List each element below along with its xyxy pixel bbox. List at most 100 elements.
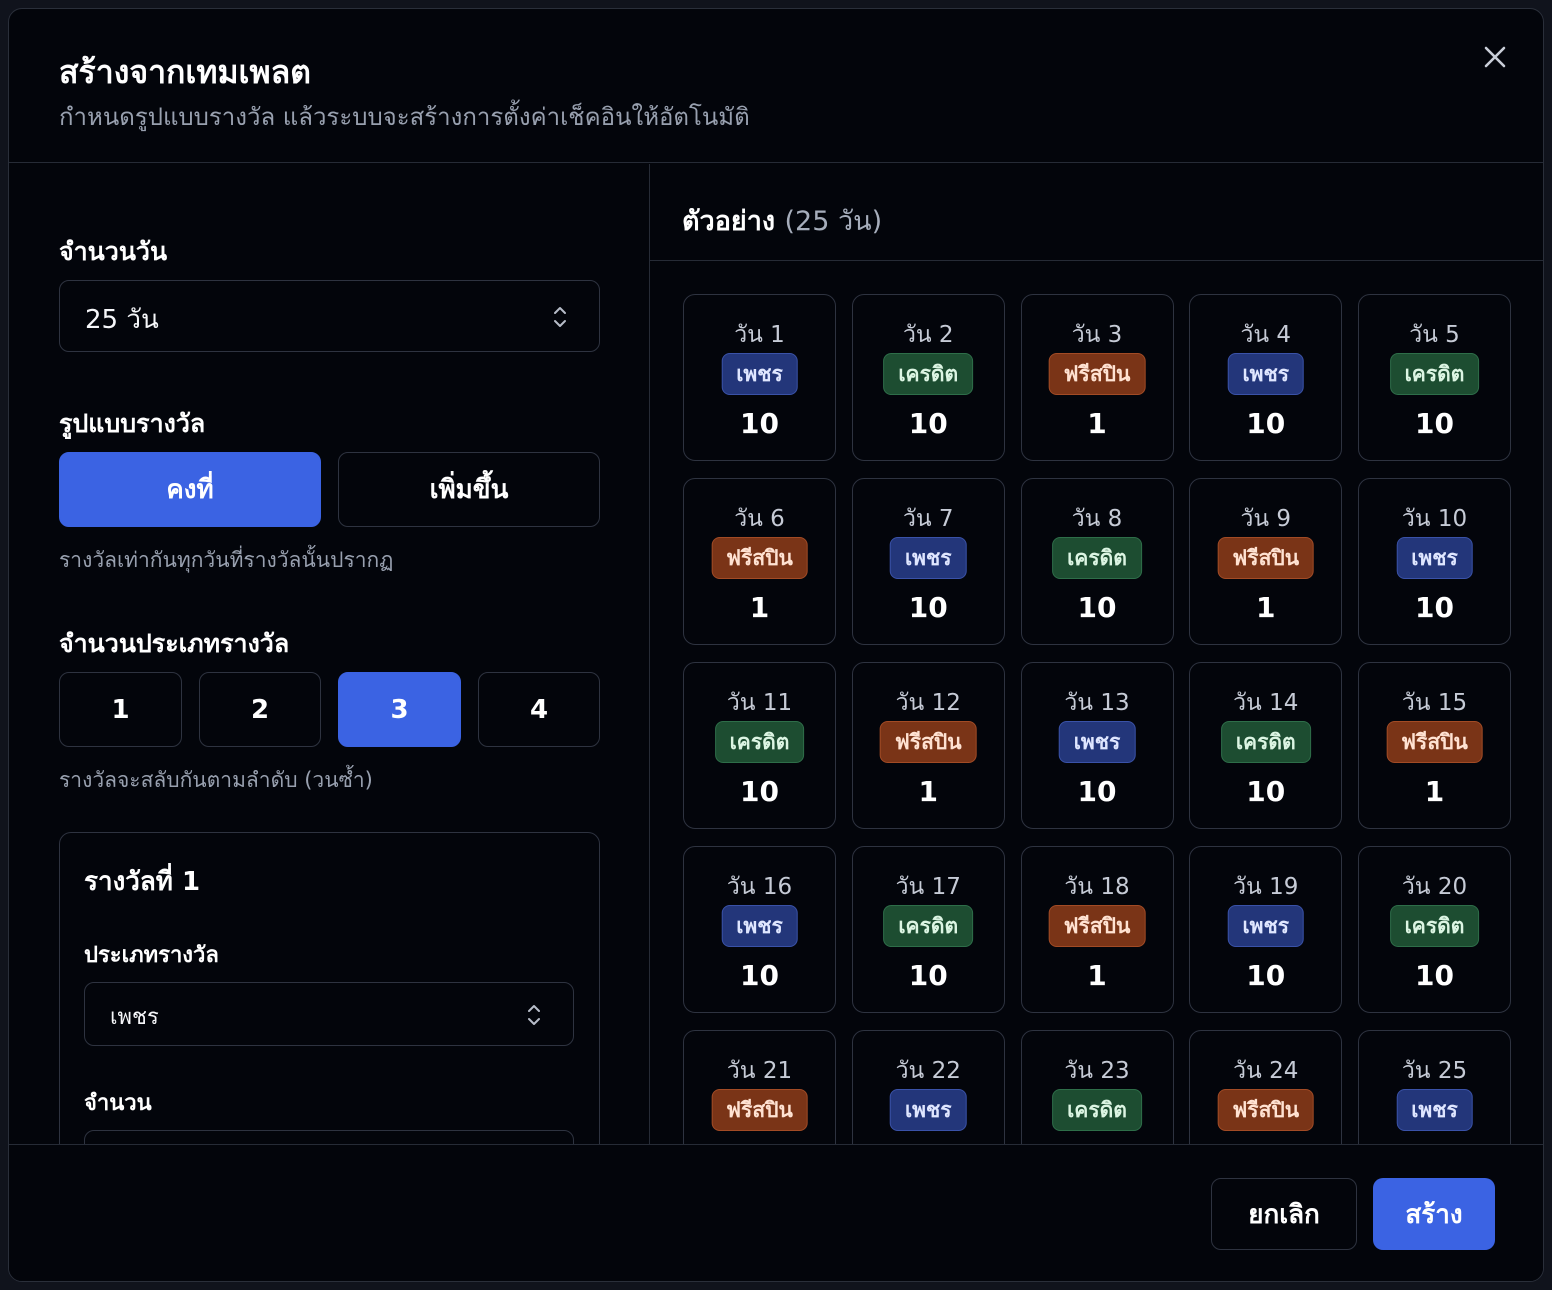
day-label: วัน 23 (1064, 1058, 1130, 1084)
types-count-help-text: รางวัลจะสลับกันตามลำดับ (วนซ้ำ) (59, 768, 373, 792)
day-card: วัน 8 เครดิต 10 (1020, 478, 1174, 645)
reward-amount: 1 (1190, 1143, 1341, 1144)
reward-amount: 10 (1415, 407, 1454, 440)
day-card: วัน 25 เพชร 10 (1358, 1030, 1511, 1144)
reward-type-badge: เครดิต (883, 905, 974, 947)
reward-type-badge: เพชร (721, 905, 798, 947)
reward-type-badge: เพชร (1396, 1089, 1473, 1131)
types-count-label: จำนวนประเภทรางวัล (59, 629, 290, 658)
preview-title: ตัวอย่าง (25 วัน) (682, 199, 882, 242)
reward-amount: 10 (1415, 959, 1454, 992)
day-label: วัน 7 (902, 506, 954, 532)
dialog-footer: ยกเลิก สร้าง (9, 1144, 1543, 1281)
day-card: วัน 21 ฟรีสปิน 1 (683, 1030, 836, 1144)
reward-amount: 1 (1087, 959, 1107, 992)
reward-type-badge: ฟรีสปิน (1386, 721, 1483, 763)
reward-amount-input[interactable] (84, 1130, 574, 1144)
day-label: วัน 10 (1401, 506, 1468, 532)
dialog-subtitle: กำหนดรูปแบบรางวัล แล้วระบบจะสร้างการตั้ง… (59, 103, 750, 131)
pattern-option-increasing[interactable]: เพิ่มขึ้น (338, 452, 600, 527)
reward-type-badge: ฟรีสปิน (1048, 353, 1146, 395)
day-card: วัน 13 เพชร 10 (1020, 662, 1174, 829)
day-card: วัน 24 ฟรีสปิน 1 (1189, 1030, 1343, 1144)
reward-amount: 10 (853, 1143, 1004, 1144)
reward-amount-label: จำนวน (84, 1091, 152, 1116)
days-select[interactable]: 25 วัน (59, 280, 600, 352)
day-label: วัน 20 (1401, 874, 1468, 900)
day-card: วัน 14 เครดิต 10 (1189, 662, 1343, 829)
day-card: วัน 23 เครดิต 10 (1020, 1030, 1174, 1144)
reward-amount: 10 (1077, 775, 1117, 808)
form-panel: จำนวนวัน 25 วัน รูปแบบรางวัล คงที่ เพิ่ม… (9, 164, 649, 1144)
reward-type-badge: ฟรีสปิน (879, 721, 977, 763)
day-card: วัน 7 เพชร 10 (851, 478, 1005, 645)
reward-type-badge: เพชร (721, 353, 798, 395)
reward-type-select-value: เพชร (110, 1005, 159, 1030)
reward-amount: 10 (1246, 407, 1286, 440)
day-card: วัน 17 เครดิต 10 (851, 846, 1005, 1013)
reward-amount: 10 (1022, 1143, 1173, 1144)
day-card: วัน 4 เพชร 10 (1189, 294, 1343, 461)
reward-amount: 10 (1415, 591, 1454, 624)
reward-amount: 1 (1424, 775, 1445, 808)
reward-type-badge: ฟรีสปิน (1048, 905, 1146, 947)
types-count-option-3[interactable]: 3 (338, 672, 461, 747)
reward-amount: 1 (918, 775, 938, 808)
day-card: วัน 18 ฟรีสปิน 1 (1020, 846, 1174, 1013)
days-label: จำนวนวัน (59, 237, 168, 266)
reward-amount: 1 (684, 1143, 835, 1144)
template-dialog: สร้างจากเทมเพลต กำหนดรูปแบบรางวัล แล้วระ… (8, 8, 1544, 1282)
reward-type-select[interactable]: เพชร (84, 982, 574, 1046)
days-select-value: 25 วัน (85, 305, 159, 335)
create-button[interactable]: สร้าง (1373, 1178, 1495, 1250)
panel-divider (649, 164, 650, 1144)
day-card: วัน 10 เพชร 10 (1358, 478, 1511, 645)
day-card: วัน 11 เครดิต 10 (683, 662, 836, 829)
reward-type-badge: เพชร (889, 537, 967, 579)
day-label: วัน 4 (1240, 322, 1292, 348)
day-card: วัน 6 ฟรีสปิน 1 (683, 478, 836, 645)
pattern-option-fixed[interactable]: คงที่ (59, 452, 321, 527)
day-label: วัน 17 (895, 874, 961, 900)
day-label: วัน 19 (1233, 874, 1299, 900)
pattern-help-text: รางวัลเท่ากันทุกวันที่รางวัลนั้นปรากฏ (59, 548, 394, 572)
reward-type-badge: เครดิต (883, 353, 974, 395)
cancel-button[interactable]: ยกเลิก (1211, 1178, 1357, 1250)
reward-type-badge: เครดิต (1389, 353, 1480, 395)
day-label: วัน 14 (1233, 690, 1299, 716)
day-card: วัน 12 ฟรีสปิน 1 (851, 662, 1005, 829)
day-card: วัน 5 เครดิต 10 (1358, 294, 1511, 461)
reward-type-badge: ฟรีสปิน (711, 1089, 808, 1131)
day-label: วัน 3 (1071, 322, 1123, 348)
reward-type-badge: เครดิต (1052, 1089, 1142, 1131)
reward-type-badge: เครดิต (714, 721, 805, 763)
reward-card-title: รางวัลที่ 1 (84, 867, 201, 897)
day-label: วัน 16 (726, 874, 793, 900)
reward-amount: 10 (908, 407, 948, 440)
day-label: วัน 15 (1401, 690, 1468, 716)
day-card: วัน 1 เพชร 10 (683, 294, 836, 461)
day-label: วัน 25 (1401, 1058, 1468, 1084)
reward-type-badge: เครดิต (1389, 905, 1480, 947)
reward-amount: 10 (1077, 591, 1117, 624)
day-card: วัน 15 ฟรีสปิน 1 (1358, 662, 1511, 829)
day-label: วัน 24 (1233, 1058, 1299, 1084)
reward-type-badge: เพชร (1227, 905, 1305, 947)
reward-amount: 10 (1246, 775, 1286, 808)
reward-type-badge: เครดิต (1052, 537, 1142, 579)
close-icon[interactable] (1477, 39, 1513, 75)
reward-type-badge: เพชร (1396, 537, 1473, 579)
preview-title-text: ตัวอย่าง (682, 206, 776, 237)
day-label: วัน 22 (895, 1058, 961, 1084)
day-card: วัน 9 ฟรีสปิน 1 (1189, 478, 1343, 645)
types-count-option-4[interactable]: 4 (478, 672, 600, 747)
types-count-option-2[interactable]: 2 (199, 672, 321, 747)
day-label: วัน 1 (734, 322, 785, 348)
types-count-option-1[interactable]: 1 (59, 672, 182, 747)
day-card: วัน 22 เพชร 10 (851, 1030, 1005, 1144)
day-card: วัน 2 เครดิต 10 (851, 294, 1005, 461)
reward-type-badge: เพชร (1227, 353, 1305, 395)
day-label: วัน 13 (1064, 690, 1130, 716)
preview-panel: ตัวอย่าง (25 วัน) วัน 1 เพชร 10 วัน 2 เครดิต… (650, 164, 1543, 1144)
day-label: วัน 8 (1071, 506, 1123, 532)
